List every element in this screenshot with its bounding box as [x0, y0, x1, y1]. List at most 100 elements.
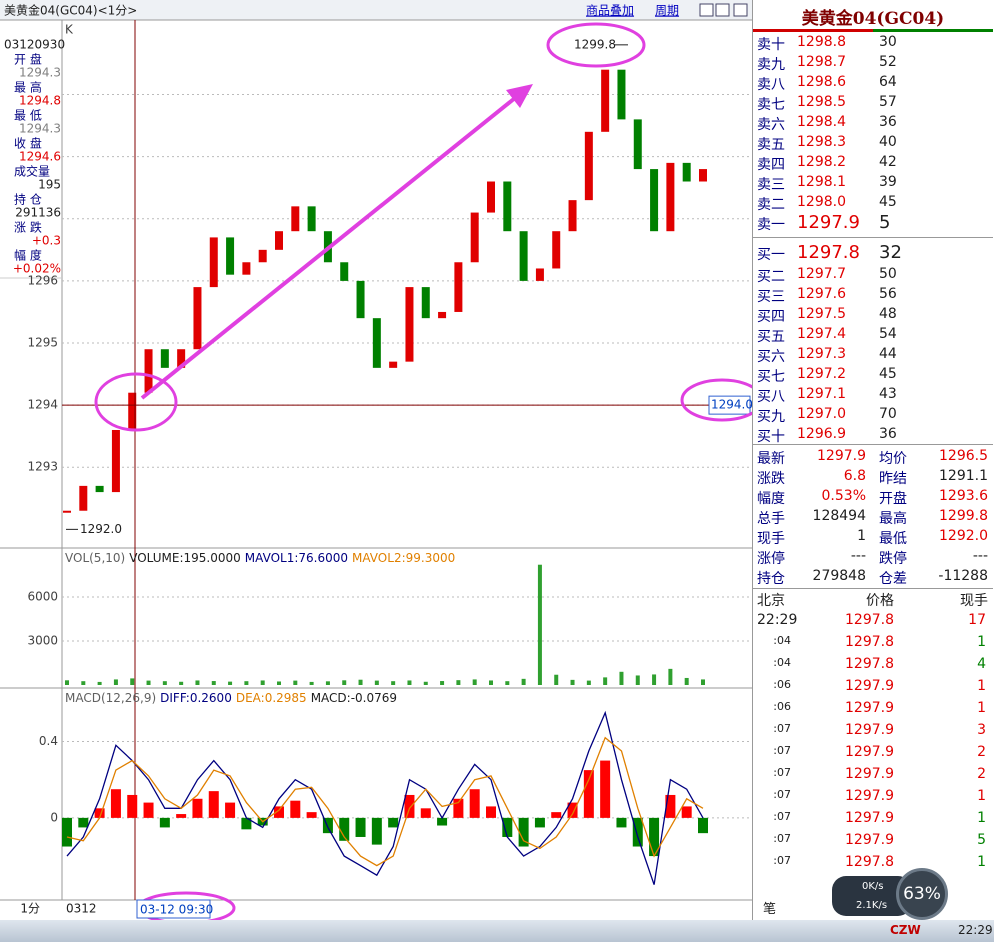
macd-bar: [681, 806, 692, 818]
legend: MACD(12,26,9) DIFF:0.2600 DEA:0.2985 MACD:-…: [65, 691, 397, 705]
button[interactable]: [699, 3, 714, 17]
trade-volume: 5: [977, 832, 986, 848]
book-label: 买四: [757, 309, 785, 325]
book-price: 1298.8: [797, 34, 846, 50]
trade-price: 1297.9: [845, 810, 894, 826]
book-price: 1297.5: [797, 306, 846, 322]
trade-time: :07: [773, 722, 791, 735]
candle: [552, 231, 561, 269]
candle: [209, 237, 218, 288]
info-label: 幅 度: [14, 248, 42, 263]
book-volume: 36: [879, 426, 897, 442]
volume-bar: [684, 677, 689, 685]
volume-bar: [195, 680, 200, 685]
volume-bar: [586, 680, 591, 685]
macd-bar: [176, 814, 187, 818]
trade-volume: 1: [977, 634, 986, 650]
book-volume: 44: [879, 346, 897, 362]
cursor-label: 03-12 09:30: [140, 903, 213, 917]
candle: [372, 318, 381, 368]
candle: [79, 485, 88, 511]
y-tick-label: 1294: [27, 398, 58, 412]
stat-label: 持仓: [757, 571, 785, 587]
volume-bar: [260, 680, 265, 685]
period-label: 1分: [20, 902, 40, 916]
candle: [601, 69, 610, 132]
candle: [291, 206, 300, 232]
stat-label: 最高: [879, 511, 907, 527]
volume-bar: [277, 681, 281, 685]
volume-bar: [358, 679, 363, 685]
volume-bar: [701, 679, 705, 685]
trade-price: 1297.9: [845, 766, 894, 782]
upload-speed: 0K/s: [862, 881, 884, 892]
stat-label: 均价: [879, 451, 907, 467]
candle: [650, 169, 659, 232]
title-underline: [873, 29, 993, 32]
chart-window: 美黄金04(GC04)<1分> 商品叠加 周期 K 03120930 开 盘12…: [0, 0, 752, 920]
volume-bar: [521, 678, 526, 685]
book-volume: 40: [879, 134, 897, 150]
stat-label: 幅度: [757, 491, 785, 507]
volume-bar: [554, 674, 559, 685]
book-price: 1297.6: [797, 286, 846, 302]
book-label: 买七: [757, 369, 785, 385]
macd-bar: [453, 798, 464, 818]
arrow-head: [506, 84, 533, 108]
trade-time: :07: [773, 766, 791, 779]
candle: [128, 392, 137, 430]
legend-item: MAVOL2:99.3000: [352, 551, 455, 565]
stat-label: 现手: [757, 531, 785, 547]
candle: [699, 169, 707, 182]
candle: [568, 200, 577, 232]
stat-value: 1297.9: [817, 448, 866, 464]
book-label: 卖二: [757, 197, 785, 213]
candle: [389, 361, 398, 368]
trade-volume: 3: [977, 722, 986, 738]
highlight-ellipse: [546, 22, 646, 68]
macd-bar: [665, 794, 676, 818]
separator: [753, 444, 993, 445]
book-price: 1298.7: [797, 54, 846, 70]
y-tick-label: 0.4: [39, 734, 58, 748]
trade-price: 1297.9: [845, 700, 894, 716]
button[interactable]: [733, 3, 748, 17]
macd-bar: [306, 812, 317, 818]
overlay-link[interactable]: 商品叠加: [586, 3, 634, 18]
trade-time: :06: [773, 700, 791, 713]
candle: [666, 162, 675, 232]
tray-label: CZW: [890, 923, 921, 937]
stat-value: ---: [972, 548, 988, 564]
highlight-ellipse: [680, 378, 752, 422]
trade-price: 1297.9: [845, 788, 894, 804]
stat-label: 最新: [757, 451, 785, 467]
axis-label: K: [65, 23, 74, 37]
book-volume: 42: [879, 154, 897, 170]
volume-bar: [130, 678, 135, 685]
macd-bar: [420, 808, 431, 818]
book-price: 1298.0: [797, 194, 846, 210]
info-label: 最 低: [14, 109, 42, 123]
button[interactable]: [715, 3, 730, 17]
y-tick-label: 3000: [27, 633, 58, 647]
stat-label: 最低: [879, 531, 907, 547]
volume-bar: [423, 681, 428, 685]
candle: [340, 262, 349, 281]
macd-bar: [290, 800, 301, 818]
stat-label: 开盘: [879, 491, 907, 507]
period-link[interactable]: 周期: [655, 4, 679, 18]
info-label: 收 盘: [14, 136, 42, 151]
trade-price: 1297.9: [845, 678, 894, 694]
legend-item: MAVOL1:76.6000: [245, 551, 348, 565]
book-label: 买八: [757, 389, 785, 405]
candle: [242, 262, 251, 275]
trade-price: 1297.9: [845, 744, 894, 760]
volume-bar: [211, 681, 216, 685]
macd-bar: [616, 817, 627, 828]
trade-price: 1297.8: [845, 656, 894, 672]
macd-bar: [192, 798, 203, 818]
book-volume: 52: [879, 54, 897, 70]
stat-value: -11288: [938, 568, 988, 584]
trade-volume: 1: [977, 678, 986, 694]
stat-label: 涨跌: [757, 471, 785, 487]
